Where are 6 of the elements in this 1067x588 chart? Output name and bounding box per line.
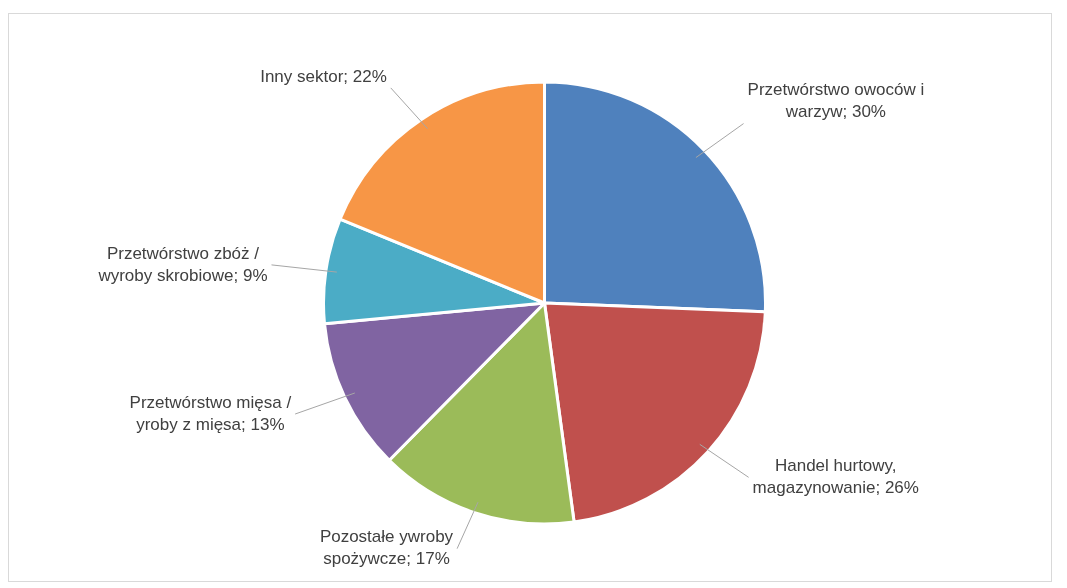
slice-label: Pozostałe ywroby spożywcze; 17% [319, 527, 454, 569]
slice-label: Inny sektor; 22% [260, 66, 387, 86]
slice-label: Handel hurtowy, magazynowanie; 26% [752, 456, 919, 498]
slice-label: Przetwórstwo owoców i warzyw; 30% [747, 80, 925, 122]
slice-label: Przetwórstwo zbóż / wyroby skrobiowe; 9% [97, 243, 268, 285]
slice-label: Przetwórstwo mięsa / yroby z mięsa; 13% [129, 392, 292, 434]
